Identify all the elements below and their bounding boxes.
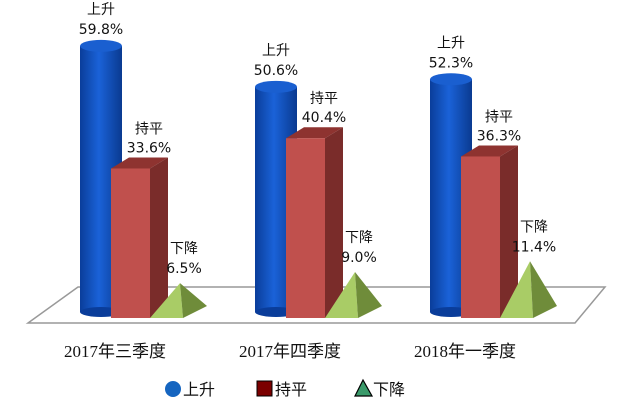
data-label: 36.3% bbox=[477, 128, 521, 144]
data-label: 52.3% bbox=[429, 55, 473, 71]
data-label: 50.6% bbox=[254, 63, 298, 79]
box-side bbox=[325, 127, 343, 318]
cylinder-top bbox=[255, 80, 297, 93]
box-front bbox=[286, 138, 325, 318]
bar-flat-0: 持平 33.6% bbox=[111, 121, 171, 318]
bar-down-0: 下降 6.5% bbox=[150, 241, 207, 318]
series-name-label: 下降 bbox=[345, 230, 373, 246]
cylinder-top bbox=[430, 73, 472, 86]
category-label: 2017年四季度 bbox=[239, 342, 341, 361]
series-name-label: 持平 bbox=[310, 91, 338, 107]
legend: 上升 持平 下降 bbox=[165, 378, 405, 399]
series-name-label: 下降 bbox=[520, 219, 548, 235]
data-label: 6.5% bbox=[166, 261, 202, 277]
pyramid-side bbox=[530, 261, 557, 318]
data-label: 40.4% bbox=[302, 110, 346, 126]
category-label: 2018年一季度 bbox=[414, 342, 516, 361]
box-top bbox=[286, 127, 343, 139]
pyramid-side bbox=[355, 271, 382, 318]
legend-square-icon bbox=[256, 380, 273, 397]
data-label: 33.6% bbox=[127, 140, 171, 156]
series-name-label: 上升 bbox=[437, 35, 465, 51]
box-side bbox=[150, 157, 168, 318]
series-name-label: 持平 bbox=[485, 109, 513, 125]
legend-label: 持平 bbox=[275, 380, 307, 399]
legend-triangle-icon bbox=[354, 378, 374, 397]
data-label: 11.4% bbox=[512, 239, 556, 255]
pyramid-front bbox=[500, 261, 533, 318]
series-name-label: 上升 bbox=[262, 43, 290, 59]
pyramid-side bbox=[180, 283, 207, 318]
pyramid-front bbox=[325, 271, 358, 318]
legend-circle-icon bbox=[165, 381, 181, 397]
bar-down-1: 下降 9.0% bbox=[325, 230, 382, 318]
bar-flat-1: 持平 40.4% bbox=[286, 91, 346, 318]
bar-down-2: 下降 11.4% bbox=[500, 219, 557, 318]
series-name-label: 持平 bbox=[135, 121, 163, 137]
box-front bbox=[111, 168, 150, 318]
cylinder-top bbox=[80, 39, 122, 52]
data-label: 59.8% bbox=[79, 22, 123, 38]
pyramid-front bbox=[150, 283, 183, 318]
series-name-label: 上升 bbox=[87, 2, 115, 18]
data-label: 9.0% bbox=[341, 250, 377, 266]
legend-label: 下降 bbox=[373, 380, 405, 399]
series-name-label: 下降 bbox=[170, 241, 198, 257]
bar-flat-2: 持平 36.3% bbox=[461, 109, 521, 318]
box-side bbox=[500, 145, 518, 318]
box-top bbox=[111, 157, 168, 169]
category-label: 2017年三季度 bbox=[64, 342, 166, 361]
box-front bbox=[461, 156, 500, 318]
legend-label: 上升 bbox=[183, 380, 215, 399]
box-top bbox=[461, 145, 518, 157]
